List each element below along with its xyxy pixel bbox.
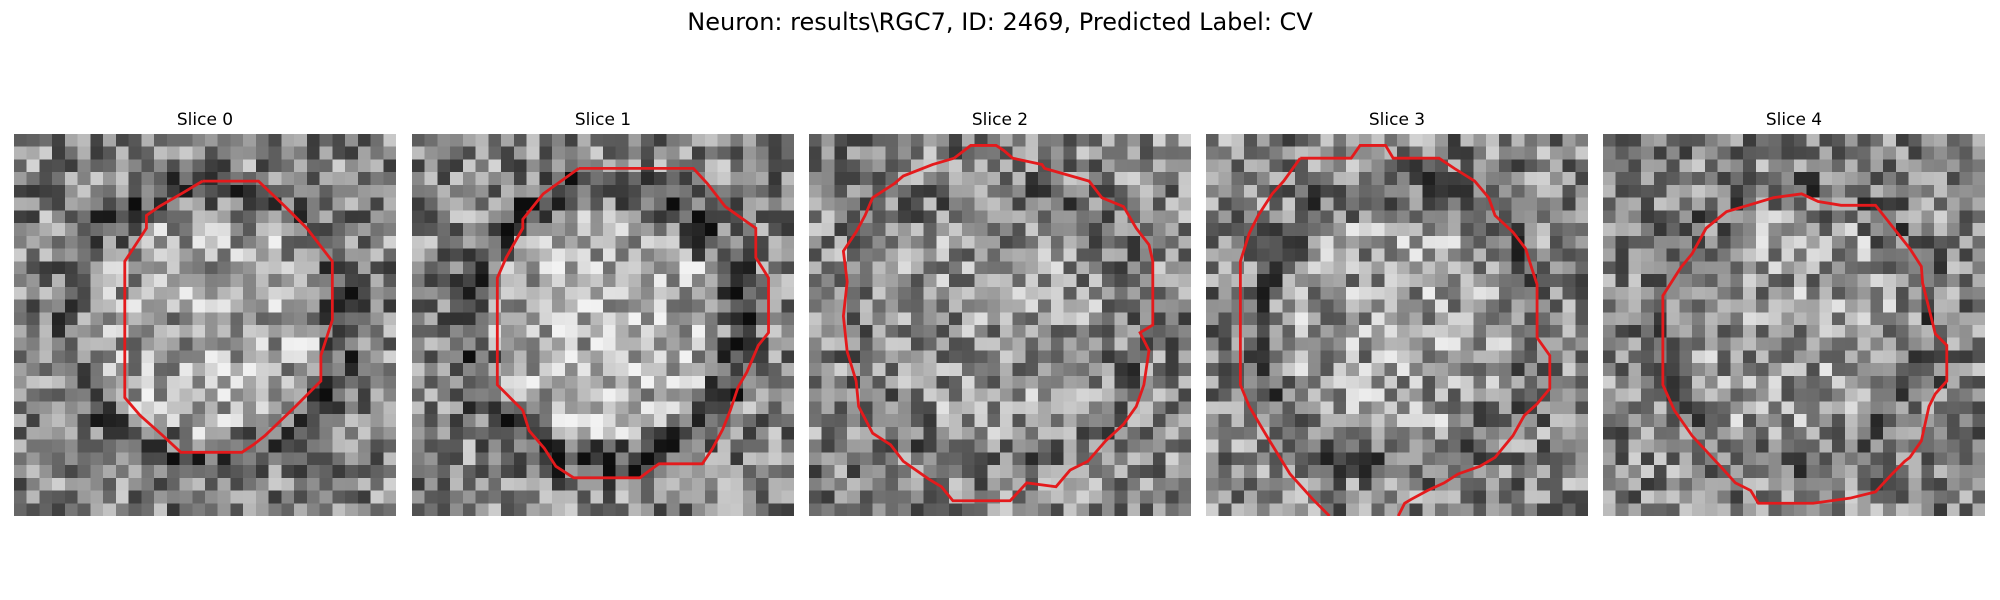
slice-panel-3: Slice 3 [1206, 108, 1588, 518]
slice-title-3: Slice 3 [1368, 110, 1426, 130]
cell-contour-3b [1238, 157, 1331, 516]
slice-panel-1: Slice 1 [412, 108, 794, 518]
slice-panel-4: Slice 4 [1603, 108, 1985, 518]
slice-title-1: Slice 1 [574, 110, 632, 130]
slice-image-1 [412, 134, 794, 516]
slice-panel-2: Slice 2 [809, 108, 1191, 518]
cell-contour-2 [841, 144, 1155, 503]
cell-contour-0 [123, 179, 334, 454]
cell-contour-1 [495, 166, 770, 480]
slice-image-0 [14, 134, 396, 516]
slice-image-4 [1603, 134, 1985, 516]
slice-image-2 [809, 134, 1191, 516]
figure-title: Neuron: results\RGC7, ID: 2469, Predicte… [687, 8, 1313, 36]
cell-contour-3 [1300, 144, 1552, 516]
slice-title-4: Slice 4 [1765, 110, 1823, 130]
slice-image-3 [1206, 134, 1588, 516]
cell-contour-4 [1661, 192, 1949, 505]
slice-title-2: Slice 2 [971, 110, 1029, 130]
slice-panel-0: Slice 0 [14, 108, 396, 518]
slice-title-0: Slice 0 [176, 110, 234, 130]
